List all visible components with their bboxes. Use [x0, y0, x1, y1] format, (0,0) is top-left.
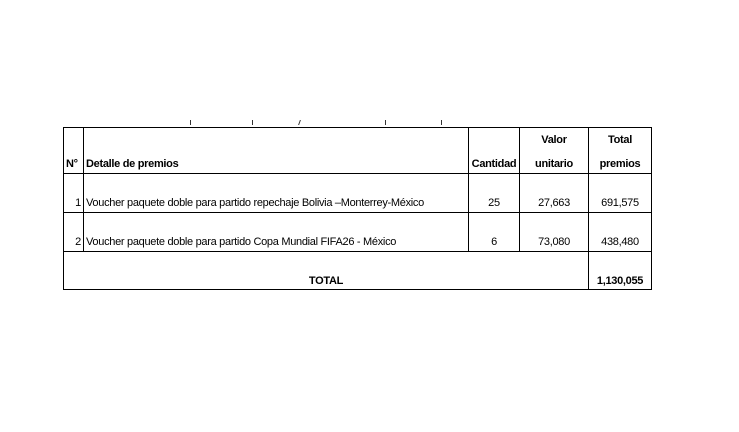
- row-total: 691,575: [588, 173, 652, 213]
- row-qty: 25: [468, 173, 520, 213]
- total-label: TOTAL: [63, 251, 589, 290]
- header-detail: Detalle de premios: [83, 127, 469, 174]
- header-unit: Valor unitario: [519, 127, 589, 174]
- artifact-mark: [298, 120, 301, 125]
- artifact-mark: [441, 120, 442, 125]
- header-num: N°: [63, 127, 84, 174]
- artifact-mark: [385, 120, 386, 125]
- total-row: TOTAL 1,130,055: [63, 251, 652, 290]
- total-value: 1,130,055: [588, 251, 652, 290]
- artifact-mark: [190, 120, 191, 125]
- row-unit: 73,080: [519, 212, 589, 252]
- row-total: 438,480: [588, 212, 652, 252]
- row-detail: Voucher paquete doble para partido repec…: [83, 173, 469, 213]
- row-unit: 27,663: [519, 173, 589, 213]
- row-num: 2: [63, 212, 84, 252]
- row-qty: 6: [468, 212, 520, 252]
- row-num: 1: [63, 173, 84, 213]
- table-row: 1 Voucher paquete doble para partido rep…: [63, 173, 652, 213]
- row-detail: Voucher paquete doble para partido Copa …: [83, 212, 469, 252]
- header-qty: Cantidad: [468, 127, 520, 174]
- header-total: Total premios: [588, 127, 652, 174]
- artifact-mark: [252, 120, 253, 125]
- header-row: N° Detalle de premios Cantidad Valor unit…: [63, 127, 652, 174]
- prizes-table: N° Detalle de premios Cantidad Valor unit…: [63, 127, 652, 290]
- table-row: 2 Voucher paquete doble para partido Cop…: [63, 212, 652, 252]
